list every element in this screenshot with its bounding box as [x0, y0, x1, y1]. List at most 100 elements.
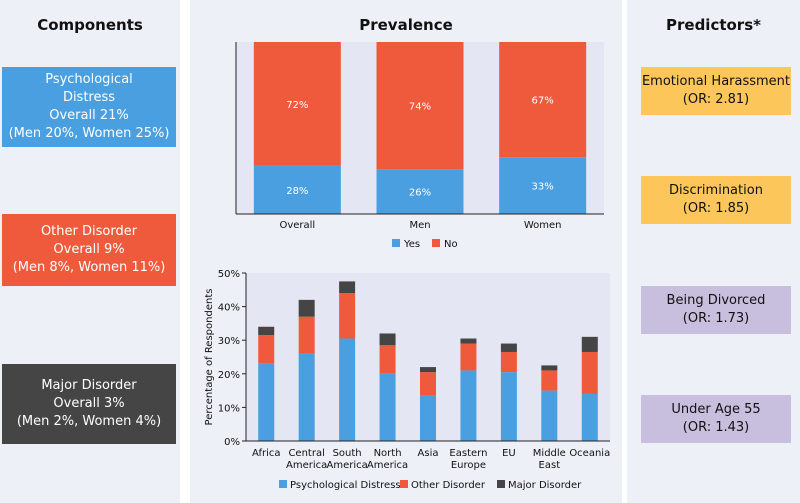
chart2-bar-segment [379, 373, 396, 441]
chart1-category-label: Men [409, 220, 430, 231]
chart2-bar-segment [500, 343, 517, 352]
chart2-bar-segment [298, 299, 315, 317]
chart2-category-label: Eastern Europe [449, 448, 487, 471]
chart2-category-label: EU [502, 448, 516, 459]
predictor-name: Under Age 55 [671, 402, 761, 417]
chart2-y-axis-title: Percentage of Respondents [204, 289, 215, 426]
prevalence-title: Prevalence [359, 16, 453, 34]
chart2-category-label: North America [367, 448, 408, 471]
chart1-data-label: 26% [409, 188, 431, 199]
chart1-data-label: 28% [286, 186, 308, 197]
chart1-data-label: 33% [532, 182, 554, 193]
chart2-y-tick-label: 40% [218, 303, 240, 314]
chart2-category-label-line: Eastern [449, 448, 487, 459]
chart1-bar-yes [376, 169, 464, 214]
chart1-data-label: 72% [286, 100, 308, 111]
component-line: Overall 3% [53, 396, 125, 411]
chart2-legend-label: Major Disorder [508, 480, 582, 491]
chart2-category-label-line: Africa [252, 448, 281, 459]
chart1-bar-yes [253, 165, 341, 214]
components-panel: Components Psychological Distress Overal… [0, 0, 180, 503]
chart2-bar-segment [541, 370, 558, 391]
chart2-bar-segment [258, 326, 275, 336]
chart2-category-label-line: Middle [533, 448, 566, 459]
chart1-category-label: Women [524, 220, 562, 231]
chart2-category-label-line: America [326, 460, 367, 471]
component-line: Major Disorder [41, 378, 137, 393]
chart1-data-label: 67% [532, 96, 554, 107]
predictor-emotional-harassment: Emotional Harassment (OR: 2.81) [641, 67, 791, 115]
chart2-bar-segment [379, 345, 396, 374]
chart1-bar-no [376, 42, 464, 170]
chart2-bar-segment [258, 363, 275, 441]
chart2-bar-segment [581, 393, 598, 441]
chart2-category-label-line: EU [502, 448, 516, 459]
chart2-legend-label: Other Disorder [411, 480, 486, 491]
chart2-bar-segment [298, 316, 315, 354]
prevalence-panel: Prevalence 28% 72% Overall 26% 74% Men 33% 67% W… [190, 0, 622, 503]
chart1-legend-swatch [432, 239, 440, 247]
component-psychological-distress: Psychological Distress Overall 21% (Men … [2, 67, 176, 147]
chart2-category-label-line: America [286, 460, 327, 471]
component-line: Overall 21% [49, 108, 129, 123]
predictor-or: (OR: 1.43) [682, 420, 750, 435]
chart2-category-label: Oceania [569, 448, 610, 459]
chart2-category-label-line: North [374, 448, 402, 459]
chart2-bar-segment [541, 390, 558, 441]
chart2-bar-segment [500, 372, 517, 441]
component-line: (Men 8%, Women 11%) [12, 260, 166, 275]
chart2-bar-segment [460, 370, 477, 441]
chart2-bar-segment [339, 281, 356, 294]
chart2-bar-segment [500, 351, 517, 373]
chart2-y-tick-label: 0% [224, 437, 240, 448]
chart2-y-tick-label: 50% [218, 269, 240, 280]
components-title: Components [37, 16, 143, 34]
chart2-bar-segment [460, 343, 477, 371]
chart2-bar-segment [420, 395, 436, 441]
chart2-bar-segment [541, 365, 558, 371]
chart2-category-label-line: Central [288, 448, 324, 459]
component-other-disorder: Other Disorder Overall 9% (Men 8%, Women… [2, 214, 176, 286]
chart2-bar-segment [420, 367, 436, 373]
component-line: Other Disorder [40, 224, 138, 239]
chart2-bar-segment [339, 338, 356, 441]
predictors-panel: Predictors* Emotional Harassment (OR: 2.… [627, 0, 800, 503]
chart2-bar-segment [258, 335, 275, 364]
chart2-bar-segment [339, 293, 356, 339]
predictor-or: (OR: 1.73) [682, 311, 750, 326]
chart2-category-label-line: Europe [451, 460, 486, 471]
chart1-legend-swatch [392, 239, 400, 247]
predictor-under-age-55: Under Age 55 (OR: 1.43) [641, 395, 791, 443]
chart1-bar-no [499, 42, 587, 158]
chart2-legend-swatch [497, 480, 505, 488]
component-line: Distress [62, 90, 116, 105]
predictor-discrimination: Discrimination (OR: 1.85) [641, 176, 791, 224]
chart1-bar-yes [499, 157, 587, 214]
predictor-or: (OR: 2.81) [682, 92, 750, 107]
chart2-bar-segment [581, 351, 598, 394]
chart2-category-label: Africa [252, 448, 281, 459]
chart2-category-label-line: Asia [418, 448, 439, 459]
chart2-bar-segment [298, 353, 315, 441]
chart2-category-label: Middle East [533, 448, 566, 471]
prevalence-charts: 28% 72% Overall 26% 74% Men 33% 67% Women Yes No 0%… [204, 42, 610, 491]
chart2-category-label: South America [326, 448, 367, 471]
chart2-category-label-line: East [539, 460, 561, 471]
chart2-y-tick-label: 30% [218, 336, 240, 347]
chart2-bar-segment [460, 338, 477, 344]
chart2-category-label: Asia [418, 448, 439, 459]
chart2-y-tick-label: 20% [218, 370, 240, 381]
component-line: Overall 9% [53, 242, 125, 257]
chart2-legend-swatch [400, 480, 408, 488]
chart2-category-label-line: Oceania [569, 448, 610, 459]
chart2-y-tick-label: 10% [218, 403, 240, 414]
predictors-title: Predictors* [666, 16, 761, 34]
predictor-name: Emotional Harassment [641, 74, 791, 89]
predictor-being-divorced: Being Divorced (OR: 1.73) [641, 286, 791, 334]
predictor-name: Discrimination [669, 183, 763, 198]
predictor-or: (OR: 1.85) [682, 201, 750, 216]
chart1-bar-no [253, 42, 341, 166]
chart2-bar-segment [420, 372, 436, 396]
chart2-category-label-line: America [367, 460, 408, 471]
chart1-legend-label: No [444, 239, 458, 250]
